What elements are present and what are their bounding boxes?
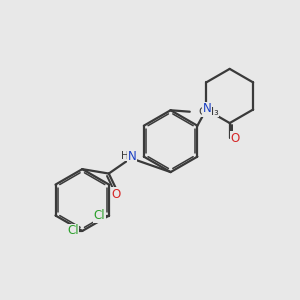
Text: O: O <box>112 188 121 201</box>
Text: H: H <box>121 151 128 161</box>
Text: O: O <box>230 132 240 145</box>
Text: N: N <box>202 102 211 116</box>
Text: Cl: Cl <box>94 209 105 222</box>
Text: CH₃: CH₃ <box>198 107 219 117</box>
Text: N: N <box>128 150 137 163</box>
Text: Cl: Cl <box>67 224 79 238</box>
